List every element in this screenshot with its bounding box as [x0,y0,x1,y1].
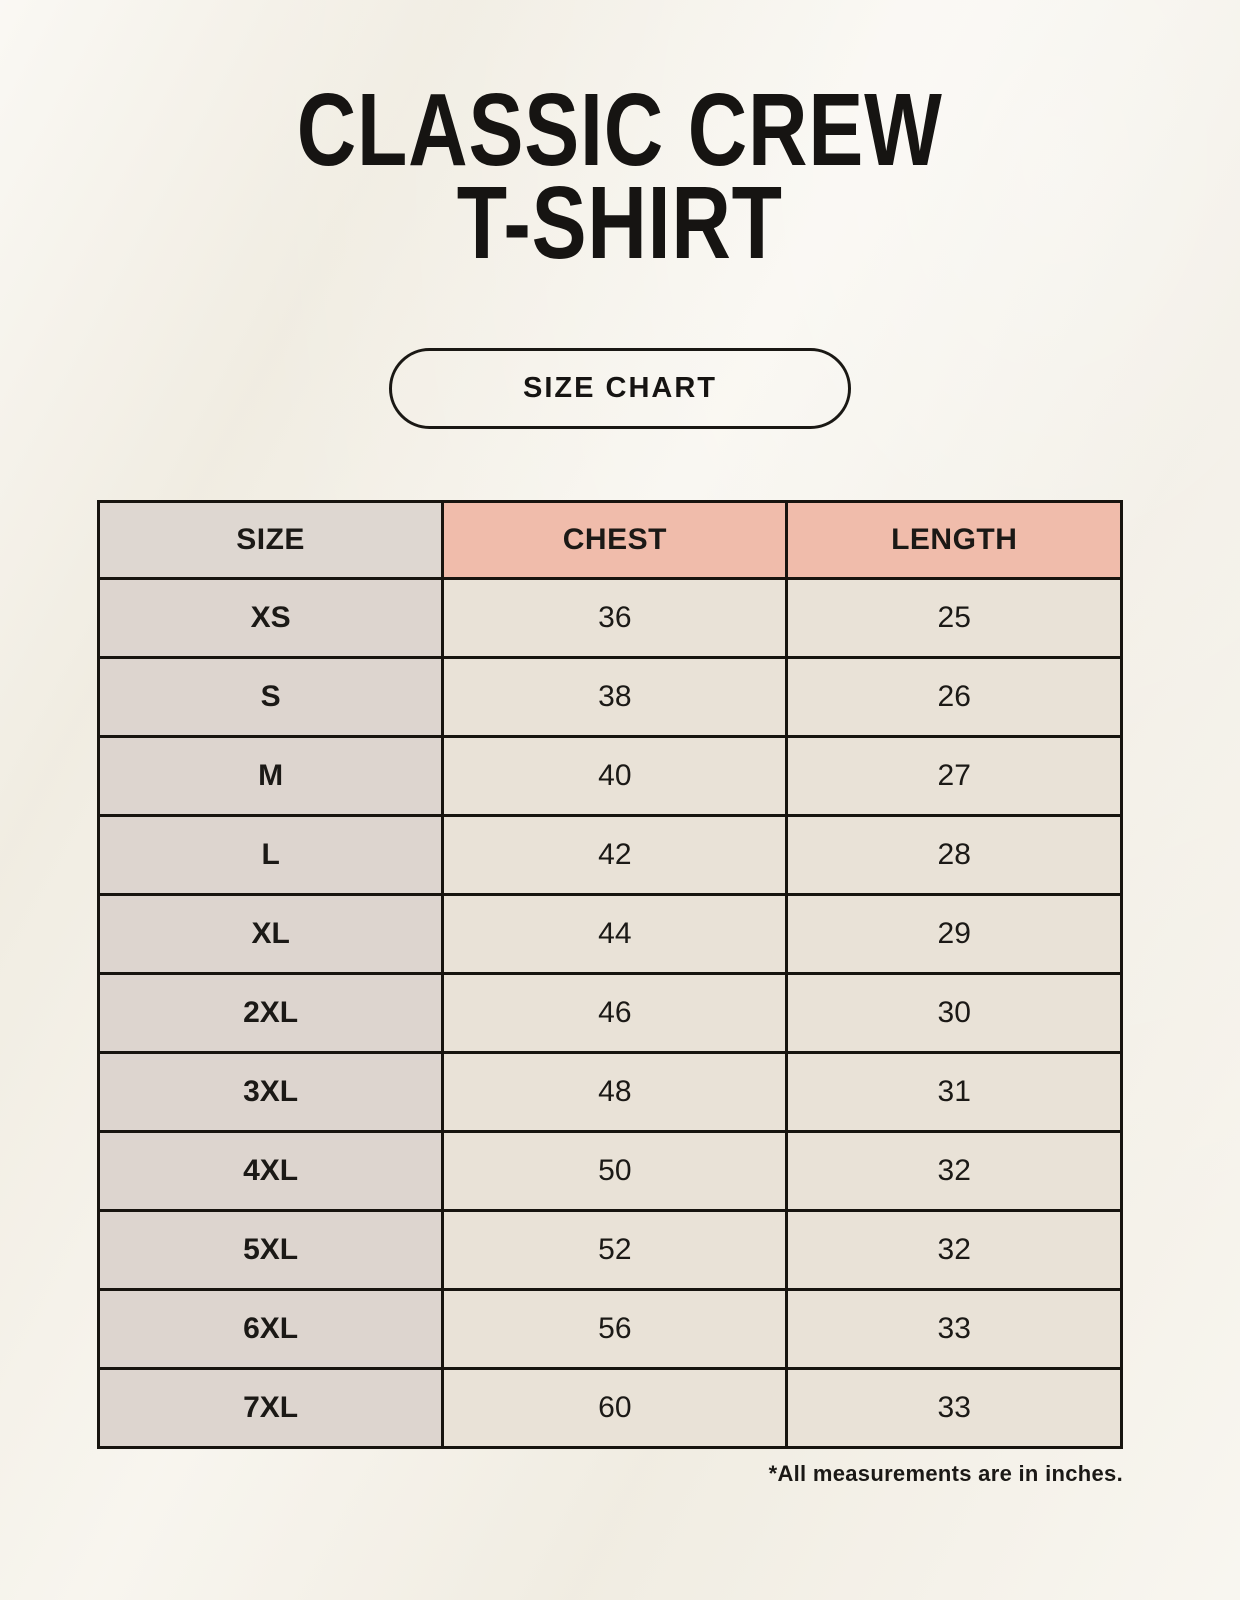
size-cell: L [96,814,445,896]
size-cell: 4XL [96,1130,445,1212]
size-chart-button[interactable]: SIZE CHART [389,348,851,429]
length-cell: 31 [785,1051,1123,1133]
size-cell: S [96,656,445,738]
size-cell: 5XL [96,1209,445,1291]
column-header-size: SIZE [96,500,445,580]
size-cell: 7XL [96,1367,445,1449]
table-row: L 42 28 [96,814,1123,896]
table-row: 6XL 56 33 [96,1288,1123,1370]
length-cell: 29 [785,893,1123,975]
table-row: S 38 26 [96,656,1123,738]
table-row: 2XL 46 30 [96,972,1123,1054]
table-row: M 40 27 [96,735,1123,817]
chest-cell: 56 [441,1288,789,1370]
chest-cell: 48 [441,1051,789,1133]
chest-cell: 60 [441,1367,789,1449]
size-cell: 3XL [96,1051,445,1133]
length-cell: 25 [785,577,1123,659]
chest-cell: 40 [441,735,789,817]
table-row: 3XL 48 31 [96,1051,1123,1133]
chest-cell: 44 [441,893,789,975]
table-row: 4XL 50 32 [96,1130,1123,1212]
chest-cell: 46 [441,972,789,1054]
length-cell: 30 [785,972,1123,1054]
size-cell: XS [96,577,445,659]
length-cell: 33 [785,1367,1123,1449]
size-cell: M [96,735,445,817]
length-cell: 27 [785,735,1123,817]
column-header-chest: CHEST [441,500,789,580]
table-row: 5XL 52 32 [96,1209,1123,1291]
column-header-length: LENGTH [785,500,1123,580]
chest-cell: 36 [441,577,789,659]
length-cell: 32 [785,1130,1123,1212]
size-cell: XL [96,893,445,975]
size-chart-table: SIZE CHEST LENGTH XS 36 25 S 38 26 M 40 … [96,500,1123,1449]
size-cell: 6XL [96,1288,445,1370]
page-title-line2: T-SHIRT [456,164,784,280]
header-row: SIZE CHEST LENGTH [96,500,1123,580]
table-row: XL 44 29 [96,893,1123,975]
size-chart-button-label: SIZE CHART [523,372,717,404]
size-cell: 2XL [96,972,445,1054]
page-title: CLASSIC CREW T-SHIRT [0,72,1240,280]
chest-cell: 38 [441,656,789,738]
length-cell: 26 [785,656,1123,738]
chest-cell: 42 [441,814,789,896]
length-cell: 33 [785,1288,1123,1370]
measurements-footnote: *All measurements are in inches. [768,1461,1123,1486]
table-row: XS 36 25 [96,577,1123,659]
chest-cell: 52 [441,1209,789,1291]
page-title-line1: CLASSIC CREW [297,72,943,187]
length-cell: 32 [785,1209,1123,1291]
table-row: 7XL 60 33 [96,1367,1123,1449]
chest-cell: 50 [441,1130,789,1212]
length-cell: 28 [785,814,1123,896]
